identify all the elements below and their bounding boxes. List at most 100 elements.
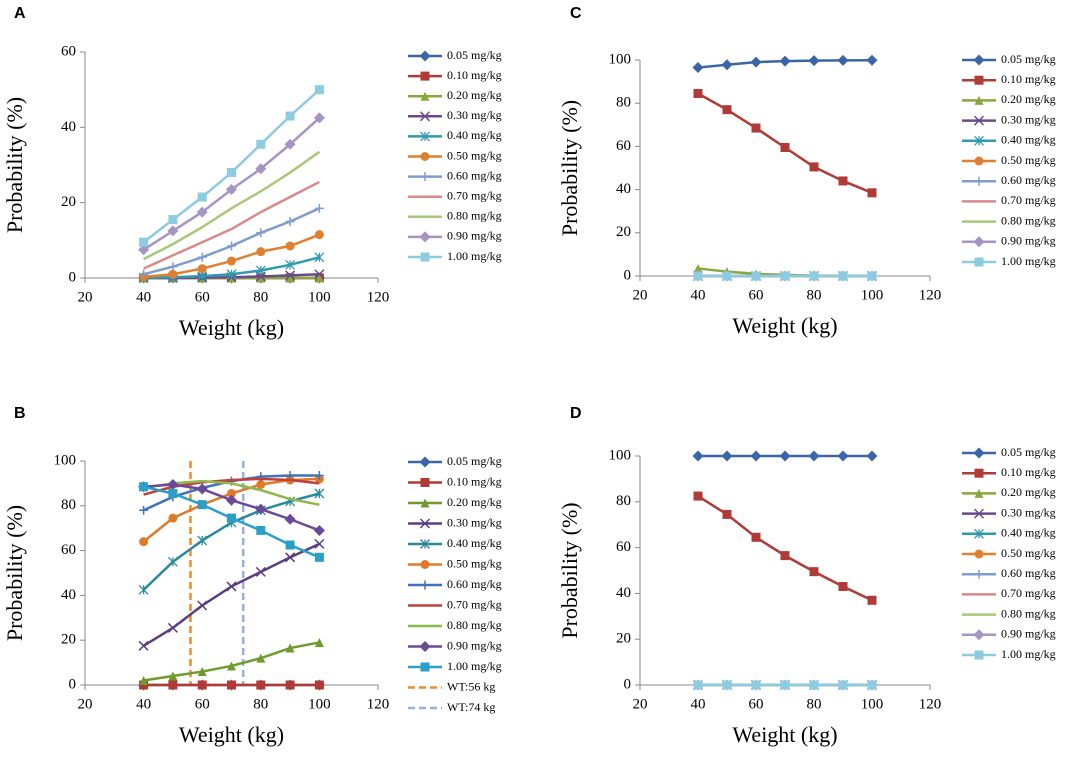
marker <box>974 176 984 186</box>
legend-label: 0.40 mg/kg <box>1001 133 1056 147</box>
y-axis-title: Probability (%) <box>557 502 582 638</box>
y-tick-label: 40 <box>616 181 631 197</box>
marker <box>750 450 762 462</box>
legend-label: 0.80 mg/kg <box>1001 606 1056 620</box>
marker <box>974 156 984 166</box>
x-axis-title: Weight (kg) <box>732 722 837 747</box>
y-tick-label: 100 <box>609 447 632 463</box>
legend-label: 0.20 mg/kg <box>1001 485 1056 499</box>
legend-label: 0.50 mg/kg <box>447 556 502 570</box>
marker <box>256 680 266 690</box>
marker <box>255 566 266 577</box>
marker <box>973 115 985 126</box>
x-tick-label: 40 <box>691 696 706 712</box>
marker <box>419 456 431 468</box>
y-tick-label: 60 <box>616 539 631 555</box>
y-tick-label: 40 <box>61 119 76 135</box>
y-tick-label: 100 <box>54 452 77 468</box>
x-tick-label: 20 <box>78 289 93 305</box>
marker <box>974 528 984 539</box>
legend-label: 0.70 mg/kg <box>447 597 502 611</box>
marker <box>285 111 295 121</box>
x-tick-label: 60 <box>195 289 210 305</box>
marker <box>138 244 150 256</box>
legend-label: 1.00 mg/kg <box>447 249 502 263</box>
marker <box>285 241 295 251</box>
marker <box>838 582 848 592</box>
marker <box>420 580 430 590</box>
legend-label: 0.50 mg/kg <box>447 148 502 162</box>
y-axis-title: Probability (%) <box>2 97 27 233</box>
legend-label: 0.80 mg/kg <box>1001 213 1056 227</box>
x-tick-label: 100 <box>308 696 331 712</box>
legend-label: 0.90 mg/kg <box>447 229 502 243</box>
marker <box>420 152 430 161</box>
legend-label: 0.50 mg/kg <box>1001 546 1056 560</box>
marker <box>838 176 848 186</box>
legend-label: 0.60 mg/kg <box>1001 566 1056 580</box>
marker <box>167 556 178 567</box>
y-tick-label: 20 <box>616 631 631 647</box>
marker <box>313 112 325 124</box>
x-tick-label: 20 <box>633 696 648 712</box>
marker <box>838 680 848 690</box>
marker <box>284 513 296 525</box>
legend-label: 0.10 mg/kg <box>447 474 502 488</box>
legend-label: 0.20 mg/kg <box>447 88 502 102</box>
marker <box>419 50 431 62</box>
y-tick-label: 100 <box>609 51 632 67</box>
marker <box>751 532 761 542</box>
marker <box>693 88 703 98</box>
marker <box>167 622 178 633</box>
marker <box>974 569 984 579</box>
marker <box>420 172 430 182</box>
marker <box>255 265 266 276</box>
marker <box>255 503 267 515</box>
x-tick-label: 80 <box>253 696 268 712</box>
legend-label: 0.40 mg/kg <box>1001 526 1056 540</box>
marker <box>420 539 430 549</box>
legend-label: 1.00 mg/kg <box>1001 254 1056 268</box>
marker <box>867 188 877 198</box>
legend-label: 0.50 mg/kg <box>1001 153 1056 167</box>
marker <box>314 252 325 263</box>
y-tick-label: 20 <box>61 194 76 210</box>
marker <box>866 450 878 462</box>
series-line <box>143 180 320 270</box>
legend-label: 0.10 mg/kg <box>1001 465 1056 479</box>
marker <box>256 525 266 535</box>
marker <box>693 271 703 281</box>
marker <box>809 680 819 690</box>
marker <box>420 131 430 142</box>
marker <box>227 256 236 266</box>
x-tick-label: 80 <box>807 696 822 712</box>
marker <box>313 524 325 536</box>
legend-label: 0.05 mg/kg <box>1001 52 1056 66</box>
marker <box>808 55 820 67</box>
marker <box>139 482 149 492</box>
y-axis-title: Probability (%) <box>557 100 582 236</box>
x-tick-label: 60 <box>195 696 210 712</box>
marker <box>227 513 236 523</box>
y-axis-title: Probability (%) <box>2 505 27 641</box>
legend-label: WT:56 kg <box>447 679 495 693</box>
marker <box>837 54 849 66</box>
marker <box>138 640 149 651</box>
marker <box>751 271 761 281</box>
legend-label: WT:74 kg <box>447 700 495 714</box>
marker <box>227 241 236 251</box>
legend-label: 0.60 mg/kg <box>447 168 502 182</box>
x-tick-label: 100 <box>861 696 884 712</box>
marker <box>197 680 207 690</box>
marker <box>285 270 296 281</box>
x-tick-label: 20 <box>633 287 648 303</box>
marker <box>420 478 430 487</box>
y-tick-label: 60 <box>61 43 76 59</box>
y-tick-label: 40 <box>61 587 76 603</box>
marker <box>168 680 178 690</box>
marker <box>692 62 704 74</box>
panel-label: A <box>14 5 26 22</box>
y-tick-label: 60 <box>616 138 631 154</box>
marker <box>168 215 178 225</box>
legend-label: 0.05 mg/kg <box>1001 445 1056 459</box>
